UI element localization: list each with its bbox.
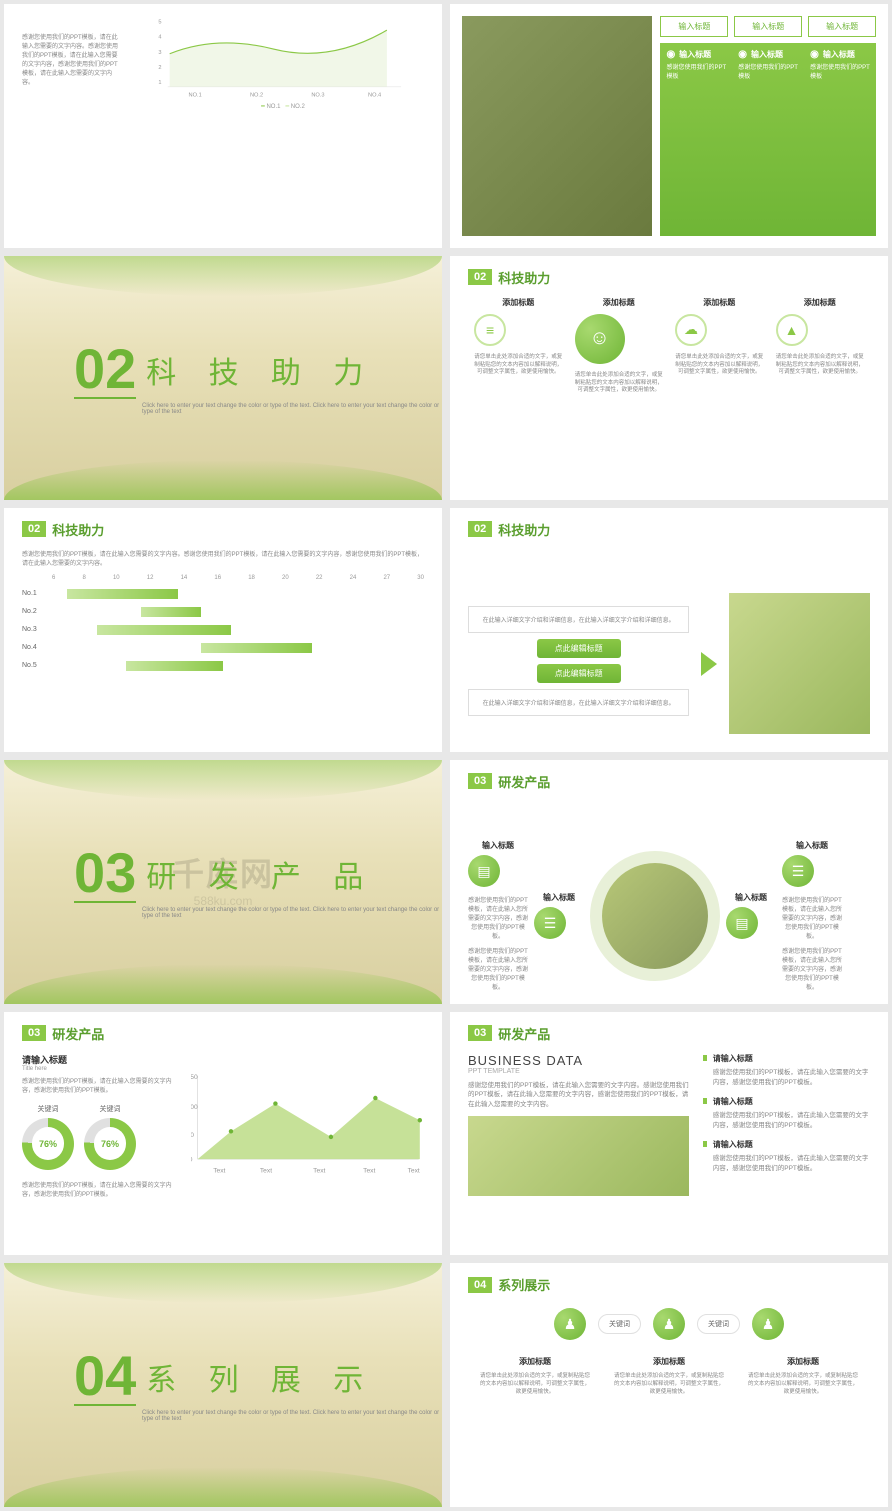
tab-2[interactable]: 输入标题 <box>734 16 802 37</box>
ring-image <box>590 851 720 981</box>
keyword-2: 关键词 <box>697 1314 740 1334</box>
business-heading: BUSINESS DATA <box>468 1053 689 1068</box>
donut-1: 76% <box>22 1118 74 1170</box>
svg-text:150: 150 <box>191 1074 198 1081</box>
edit-button-1[interactable]: 点此编辑标题 <box>537 639 621 658</box>
list-icon: ☰ <box>534 907 566 939</box>
tab-1[interactable]: 输入标题 <box>660 16 728 37</box>
cloud-icon: ☁ <box>675 314 707 346</box>
svg-text:2: 2 <box>158 65 161 71</box>
keyword-1: 关键词 <box>598 1314 641 1334</box>
edit-button-2[interactable]: 点此编辑标题 <box>537 664 621 683</box>
donut-2: 76% <box>84 1118 136 1170</box>
area-chart: 150 100 50 0 Text Text Text Text Text <box>191 1053 424 1198</box>
svg-text:Text: Text <box>213 1167 225 1174</box>
aerial-image <box>462 16 652 236</box>
svg-text:NO.3: NO.3 <box>311 92 324 98</box>
section-title: 科 技 助 力 <box>146 348 375 392</box>
svg-text:Text: Text <box>407 1167 419 1174</box>
slide-03-ring: 03研发产品 输入标题▤感谢您使用我们的PPT模板，请在此输入您所需要的文字内容… <box>450 760 888 1004</box>
svg-text:NO.1: NO.1 <box>189 92 202 98</box>
slide-02-gantt: 02科技助力 感谢您使用我们的PPT模板，请在此输入您需要的文字内容。感谢您使用… <box>4 508 442 752</box>
crop-image <box>729 593 870 734</box>
side-text: 感谢您使用我们的PPT模板，请在此输入您需要的文字内容。感谢您使用我们的PPT模… <box>22 34 122 88</box>
text-box-1: 在此输入详细文字介绍和详细信息，在此输入详细文字介绍和详细信息。 <box>468 606 689 633</box>
chart-icon: ▲ <box>776 314 808 346</box>
doc2-icon: ▤ <box>726 907 758 939</box>
section-subtitle: Click here to enter your text change the… <box>142 403 442 415</box>
slide-02-boxes: 02科技助力 在此输入详细文字介绍和详细信息，在此输入详细文字介绍和详细信息。 … <box>450 508 888 752</box>
svg-text:1: 1 <box>158 80 161 86</box>
svg-text:4: 4 <box>158 35 161 41</box>
svg-text:100: 100 <box>191 1104 198 1111</box>
tab-3[interactable]: 输入标题 <box>808 16 876 37</box>
svg-text:NO.2: NO.2 <box>250 92 263 98</box>
green-band: 输入标题感谢您使用我们的PPT模板 输入标题感谢您使用我们的PPT模板 输入标题… <box>660 43 876 236</box>
arrow-right-icon <box>701 652 717 676</box>
person-icon-1: ♟ <box>554 1308 586 1340</box>
section-number: 02 <box>74 341 136 399</box>
svg-text:5: 5 <box>158 20 161 26</box>
svg-text:0: 0 <box>191 1156 193 1163</box>
layers-icon: ≡ <box>474 314 506 346</box>
svg-text:Text: Text <box>363 1167 375 1174</box>
slide-03-business: 03研发产品 BUSINESS DATA PPT TEMPLATE 感谢您使用我… <box>450 1012 888 1256</box>
slide-line-chart: 感谢您使用我们的PPT模板，请在此输入您需要的文字内容。感谢您使用我们的PPT模… <box>4 4 442 248</box>
svg-text:Text: Text <box>260 1167 272 1174</box>
svg-text:NO.4: NO.4 <box>368 92 381 98</box>
line-chart: 54321 NO.1NO.2NO.3NO.4 ━ NO.1 ━ NO.2 <box>142 16 424 101</box>
person-icon-3: ♟ <box>752 1308 784 1340</box>
user-icon: ☺ <box>575 314 625 364</box>
section-03-title: 03 研 发 产 品 Click here to enter your text… <box>4 760 442 1004</box>
svg-text:50: 50 <box>191 1131 194 1138</box>
list2-icon: ☰ <box>782 855 814 887</box>
doc-icon: ▤ <box>468 855 500 887</box>
wheat-image <box>468 1116 689 1196</box>
svg-text:Text: Text <box>313 1167 325 1174</box>
text-box-2: 在此输入详细文字介绍和详细信息，在此输入详细文字介绍和详细信息。 <box>468 689 689 716</box>
person-icon-2: ♟ <box>653 1308 685 1340</box>
slide-03-donuts: 03研发产品 请输入标题 Title here 感谢您使用我们的PPT模板，请在… <box>4 1012 442 1256</box>
gantt-chart: 6810121416182022242730 No.1No.2No.3No.4N… <box>22 575 424 675</box>
slide-tabs-band: 输入标题 输入标题 输入标题 输入标题感谢您使用我们的PPT模板 输入标题感谢您… <box>450 4 888 248</box>
svg-text:3: 3 <box>158 50 161 56</box>
slide-02-icons: 02科技助力 添加标题≡请您单击此处添加合适的文字，或复制粘贴您的文本内容加以解… <box>450 256 888 500</box>
section-02-title: 02 科 技 助 力 Click here to enter your text… <box>4 256 442 500</box>
